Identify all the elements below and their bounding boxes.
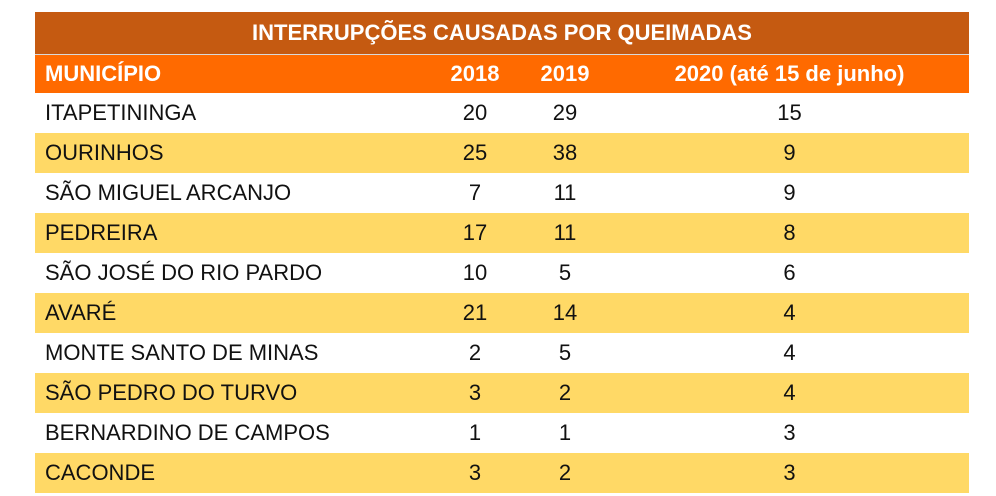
cell-2018: 25 xyxy=(462,140,488,165)
cell-2019: 38 xyxy=(552,140,578,165)
cell-2018: 20 xyxy=(462,100,488,125)
cell-2019: 1 xyxy=(558,420,572,445)
cell-2019: 11 xyxy=(553,220,577,245)
cell-2018: 10 xyxy=(462,260,488,285)
cell-2020: 4 xyxy=(783,380,796,405)
cell-2018: 17 xyxy=(462,220,488,245)
cell-2020: 15 xyxy=(777,100,802,125)
cell-municipio: CACONDE xyxy=(45,460,156,485)
cell-2020: 9 xyxy=(783,140,796,165)
cell-municipio: BERNARDINO DE CAMPOS xyxy=(45,420,330,445)
cell-2018: 1 xyxy=(468,420,482,445)
cell-2019: 5 xyxy=(558,340,572,365)
cell-municipio: OURINHOS xyxy=(45,140,164,165)
cell-2020: 9 xyxy=(783,180,796,205)
cell-municipio: AVARÉ xyxy=(45,300,117,325)
table-row: OURINHOS 25 38 9 xyxy=(35,133,969,173)
cell-2019: 2 xyxy=(558,460,572,485)
cell-municipio: SÃO MIGUEL ARCANJO xyxy=(45,180,292,205)
cell-2020: 6 xyxy=(783,260,796,285)
table-row: AVARÉ 21 14 4 xyxy=(35,293,969,333)
header-municipio: MUNICÍPIO xyxy=(45,61,162,86)
table-body: ITAPETININGA 20 29 15 OURINHOS 25 38 9 SÃO MIGUE… xyxy=(35,93,969,493)
table-row: SÃO PEDRO DO TURVO 3 2 4 xyxy=(35,373,969,413)
cell-2020: 8 xyxy=(783,220,796,245)
cell-2020: 3 xyxy=(783,460,796,485)
table-row: CACONDE 3 2 3 xyxy=(35,453,969,493)
cell-2020: 3 xyxy=(783,420,796,445)
cell-2019: 11 xyxy=(553,180,577,205)
cell-2018: 3 xyxy=(468,380,482,405)
table-row: SÃO JOSÉ DO RIO PARDO 10 5 6 xyxy=(35,253,969,293)
cell-municipio: MONTE SANTO DE MINAS xyxy=(45,340,319,365)
header-2019: 2019 xyxy=(540,61,590,86)
cell-2019: 29 xyxy=(552,100,578,125)
cell-2018: 2 xyxy=(468,340,482,365)
cell-municipio: PEDREIRA xyxy=(45,220,158,245)
table-header: MUNICÍPIO 2018 2019 2020 (até 15 de junh… xyxy=(35,55,969,93)
table-row: MONTE SANTO DE MINAS 2 5 4 xyxy=(35,333,969,373)
cell-municipio: SÃO JOSÉ DO RIO PARDO xyxy=(45,260,323,285)
cell-2020: 4 xyxy=(783,340,796,365)
header-2020: 2020 (até 15 de junho) xyxy=(674,61,905,86)
cell-2018: 3 xyxy=(468,460,482,485)
cell-2019: 2 xyxy=(558,380,572,405)
cell-2019: 14 xyxy=(552,300,578,325)
table-row: SÃO MIGUEL ARCANJO 7 11 9 xyxy=(35,173,969,213)
table-row: ITAPETININGA 20 29 15 xyxy=(35,93,969,133)
cell-municipio: ITAPETININGA xyxy=(45,100,197,125)
table-row: PEDREIRA 17 11 8 xyxy=(35,213,969,253)
cell-municipio: SÃO PEDRO DO TURVO xyxy=(45,380,298,405)
cell-2020: 4 xyxy=(783,300,796,325)
cell-2019: 5 xyxy=(558,260,572,285)
cell-2018: 21 xyxy=(462,300,488,325)
table-title: INTERRUPÇÕES CAUSADAS POR QUEIMADAS xyxy=(35,12,969,55)
table-row: BERNARDINO DE CAMPOS 1 1 3 xyxy=(35,413,969,453)
header-2018: 2018 xyxy=(450,61,500,86)
cell-2018: 7 xyxy=(468,180,482,205)
queimadas-table: INTERRUPÇÕES CAUSADAS POR QUEIMADAS MUNI… xyxy=(35,12,969,493)
